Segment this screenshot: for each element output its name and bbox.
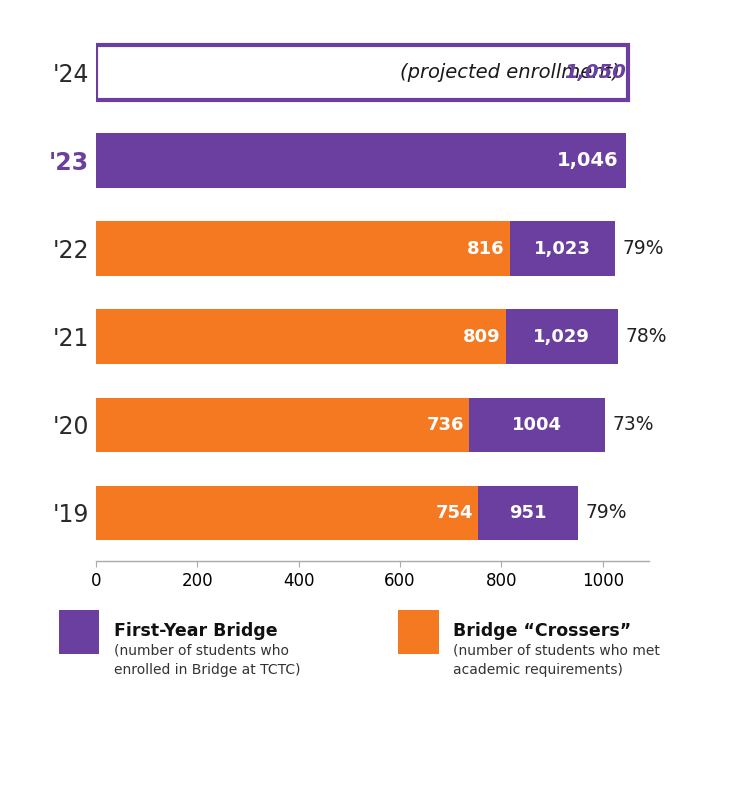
Text: (number of students who met
academic requirements): (number of students who met academic req… <box>453 643 660 677</box>
Text: 816: 816 <box>467 240 505 257</box>
Text: 1,023: 1,023 <box>534 240 590 257</box>
Text: 73%: 73% <box>612 415 654 435</box>
Text: 1004: 1004 <box>512 416 562 434</box>
Bar <box>506 310 618 364</box>
Text: 736: 736 <box>427 416 464 434</box>
Bar <box>96 398 469 452</box>
Bar <box>509 221 615 276</box>
FancyBboxPatch shape <box>96 45 628 99</box>
Text: 1,046: 1,046 <box>557 151 618 170</box>
Bar <box>96 486 478 541</box>
Text: (number of students who
enrolled in Bridge at TCTC): (number of students who enrolled in Brid… <box>114 643 301 677</box>
Text: First-Year Bridge: First-Year Bridge <box>114 622 278 639</box>
Bar <box>96 221 509 276</box>
Text: (projected enrollment): (projected enrollment) <box>399 63 626 82</box>
Bar <box>96 133 626 188</box>
Text: 754: 754 <box>436 504 473 522</box>
Text: 79%: 79% <box>586 504 627 522</box>
Text: Bridge “Crossers”: Bridge “Crossers” <box>453 622 632 639</box>
Text: 1,050: 1,050 <box>564 63 626 82</box>
Bar <box>96 310 506 364</box>
Bar <box>478 486 578 541</box>
Text: 79%: 79% <box>622 239 664 258</box>
Text: 951: 951 <box>509 504 547 522</box>
Text: 78%: 78% <box>625 327 667 346</box>
Bar <box>469 398 605 452</box>
Text: 1,029: 1,029 <box>534 328 590 346</box>
Text: 809: 809 <box>464 328 501 346</box>
